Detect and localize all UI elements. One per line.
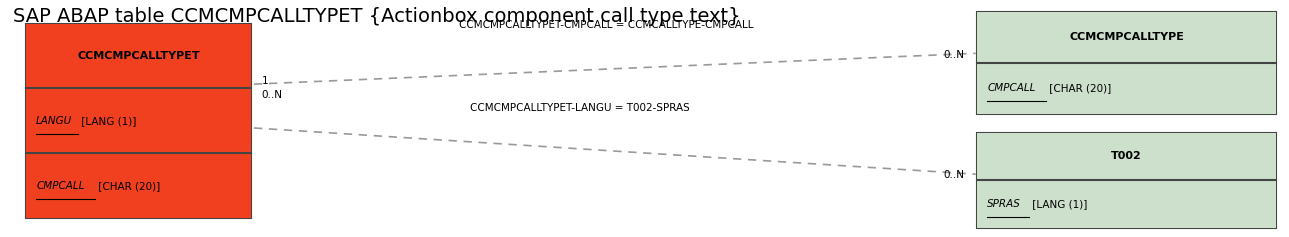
Text: 1: 1 <box>262 76 268 86</box>
Text: 0..N: 0..N <box>944 50 964 59</box>
Bar <box>26 24 251 218</box>
Text: [LANG (1)]: [LANG (1)] <box>77 116 137 126</box>
Text: CCMCMPCALLTYPET: CCMCMPCALLTYPET <box>77 51 200 61</box>
Bar <box>26 24 251 88</box>
Text: CCMCMPCALLTYPE: CCMCMPCALLTYPE <box>1069 32 1185 42</box>
Text: SAP ABAP table CCMCMPCALLTYPET {Actionbox component call type text}: SAP ABAP table CCMCMPCALLTYPET {Actionbo… <box>13 7 740 26</box>
Bar <box>26 88 251 153</box>
Text: [LANG (1)]: [LANG (1)] <box>1029 199 1088 209</box>
Bar <box>977 12 1276 114</box>
Text: CMPCALL: CMPCALL <box>987 83 1036 93</box>
Bar <box>977 133 1276 228</box>
Text: CCMCMPCALLTYPET-CMPCALL = CCMCALLTYPE-CMPCALL: CCMCMPCALLTYPET-CMPCALL = CCMCALLTYPE-CM… <box>459 20 753 30</box>
Text: 0..N: 0..N <box>944 170 964 180</box>
Text: T002: T002 <box>1111 151 1142 161</box>
Text: [CHAR (20)]: [CHAR (20)] <box>1045 83 1111 93</box>
Text: CMPCALL: CMPCALL <box>36 181 85 191</box>
Text: SPRAS: SPRAS <box>987 199 1021 209</box>
Text: CCMCMPCALLTYPET-LANGU = T002-SPRAS: CCMCMPCALLTYPET-LANGU = T002-SPRAS <box>470 103 690 113</box>
Bar <box>977 12 1276 63</box>
Text: LANGU: LANGU <box>36 116 72 126</box>
Bar <box>977 133 1276 180</box>
Bar <box>977 63 1276 114</box>
Text: 0..N: 0..N <box>262 90 282 100</box>
Text: [CHAR (20)]: [CHAR (20)] <box>94 181 160 191</box>
Bar <box>26 153 251 218</box>
Bar <box>977 180 1276 228</box>
